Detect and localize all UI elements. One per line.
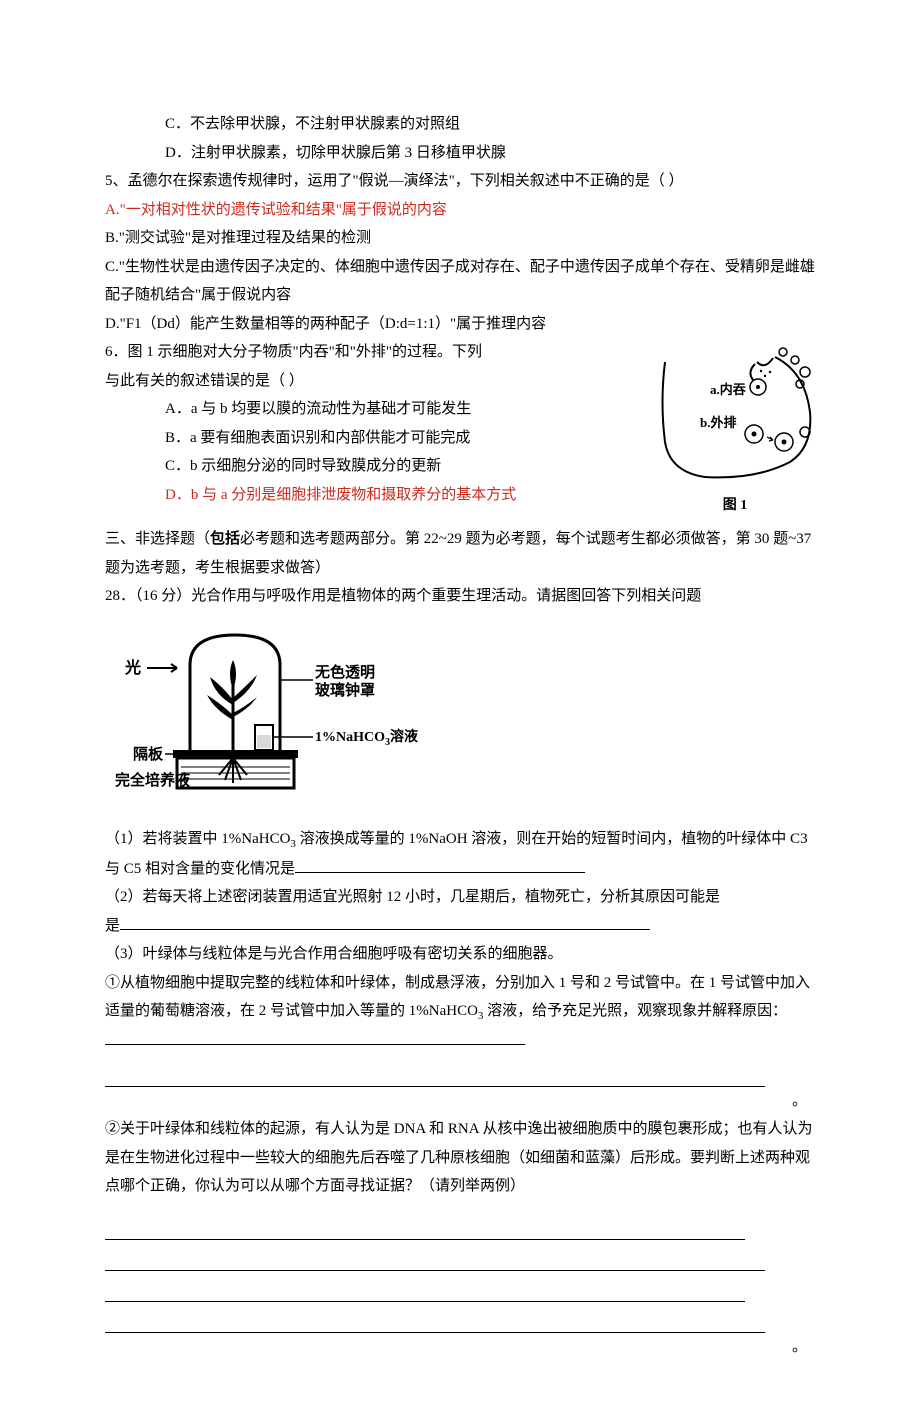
section3-header: 三、非选择题（包括必考题和选考题两部分。第 22~29 题为必考题，每个试题考生… — [105, 525, 815, 582]
svg-text:a.内吞: a.内吞 — [710, 382, 746, 397]
svg-text:1%NaHCO3溶液: 1%NaHCO3溶液 — [315, 728, 419, 748]
q6-figure-caption: 图 1 — [655, 493, 815, 520]
blank-3b — [105, 1062, 765, 1087]
q28-part2: （2）若每天将上述密闭装置用适宜光照射 12 小时，几星期后，植物死亡，分析其原… — [105, 883, 815, 912]
q28-p1a: （1）若将装置中 1%NaHCO — [105, 831, 290, 847]
q28-part3-1: ①从植物细胞中提取完整的线粒体和叶绿体，制成悬浮液，分别加入 1 号和 2 号试… — [105, 969, 815, 1056]
q4-option-d: D．注射甲状腺素，切除甲状腺后第 3 日移植甲状腺 — [105, 139, 815, 168]
q5-option-c: C."生物性状是由遗传因子决定的、体细胞中遗传因子成对存在、配子中遗传因子成单个… — [105, 253, 815, 310]
svg-text:b.外排: b.外排 — [700, 415, 736, 430]
blank-4a — [105, 1215, 745, 1240]
blank-2 — [120, 912, 650, 930]
svg-text:玻璃钟罩: 玻璃钟罩 — [315, 681, 375, 699]
blank-4c — [105, 1277, 745, 1302]
svg-text:隔板: 隔板 — [133, 745, 164, 763]
blank-4d — [105, 1308, 765, 1333]
period-2: 。 — [105, 1333, 815, 1362]
blank-1 — [295, 855, 585, 873]
svg-text:光: 光 — [124, 658, 141, 677]
q5-option-a: A."一对相对性状的遗传试验和结果"属于假说的内容 — [105, 196, 815, 225]
q5-option-d: D."F1（Dd）能产生数量相等的两种配子（D:d=1:1）"属于推理内容 — [105, 310, 815, 339]
section3-bold: 包括 — [210, 531, 240, 547]
blank-3a — [105, 1028, 525, 1046]
p2-prefix: 是 — [105, 918, 120, 934]
q28-diagram: 光 无色透明 — [115, 625, 815, 816]
q5-stem: 5、孟德尔在探索遗传规律时，运用了"假说—演绎法"，下列相关叙述中不正确的是（ … — [105, 167, 815, 196]
q28-part3: （3）叶绿体与线粒体是与光合作用合细胞呼吸有密切关系的细胞器。 — [105, 940, 815, 969]
q28-stem: 28．（16 分）光合作用与呼吸作用是植物体的两个重要生理活动。请据图回答下列相… — [105, 582, 815, 611]
section3-prefix: 三、非选择题（ — [105, 531, 210, 547]
q4-option-c: C．不去除甲状腺，不注射甲状腺素的对照组 — [105, 110, 815, 139]
svg-text:完全培养液: 完全培养液 — [115, 771, 191, 789]
page: C．不去除甲状腺，不注射甲状腺素的对照组 D．注射甲状腺素，切除甲状腺后第 3 … — [0, 0, 920, 1421]
q28-part2-blank: 是 — [105, 912, 815, 941]
q6-figure: a.内吞 b.外排 图 1 — [655, 342, 815, 519]
period-1: 。 — [105, 1087, 815, 1116]
blank-4b — [105, 1246, 765, 1271]
q28-p3-1b: 溶液，给予充足光照，观察现象并解释原因： — [483, 1003, 787, 1019]
q28-part3-2: ②关于叶绿体和线粒体的起源，有人认为是 DNA 和 RNA 从核中逸出被细胞质中… — [105, 1115, 815, 1201]
q28-p2-text: （2）若每天将上述密闭装置用适宜光照射 12 小时，几星期后，植物死亡，分析其原… — [105, 889, 720, 905]
q28-part1: （1）若将装置中 1%NaHCO3 溶液换成等量的 1%NaOH 溶液，则在开始… — [105, 825, 815, 883]
svg-text:无色透明: 无色透明 — [314, 663, 375, 681]
q5-option-b: B."测交试验"是对推理过程及结果的检测 — [105, 224, 815, 253]
